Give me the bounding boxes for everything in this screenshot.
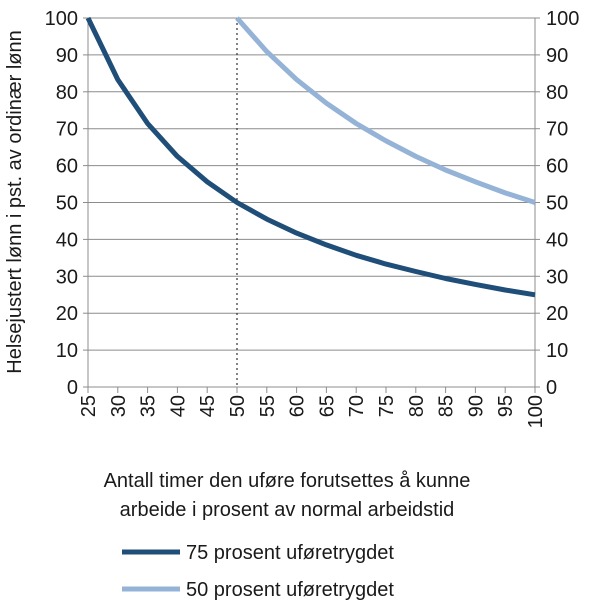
x-tick-label: 85	[436, 395, 458, 417]
y-tick-label-left: 100	[45, 8, 78, 30]
y-tick-label-left: 60	[56, 156, 78, 178]
y-axis-label: Helsejustert lønn i pst. av ordinær lønn	[4, 30, 26, 373]
y-tick-labels-right: 0 10 20 30 40 50 60 70 80 90 100	[546, 8, 579, 399]
x-tick-label: 30	[108, 395, 130, 417]
y-tick-label-right: 30	[546, 266, 568, 288]
x-tick-label: 70	[346, 395, 368, 417]
y-tick-label-right: 20	[546, 303, 568, 325]
y-tick-label-left: 90	[56, 45, 78, 67]
x-tick-label: 95	[495, 395, 517, 417]
y-tick-label-right: 50	[546, 193, 568, 215]
x-tick-labels: 25 30 35 40 45 50 55 60 65 70 75 80 85 90 95 100	[78, 395, 547, 428]
y-tick-label-right: 10	[546, 340, 568, 362]
legend-label-75: 75 prosent uføretrygdet	[186, 542, 394, 564]
y-tick-label-left: 20	[56, 303, 78, 325]
y-tick-label-left: 10	[56, 340, 78, 362]
series-line-1	[235, 16, 536, 205]
x-tick-label: 60	[287, 395, 309, 417]
x-tick-label: 25	[78, 395, 100, 417]
y-tick-label-left: 40	[56, 229, 78, 251]
x-tick-label: 75	[376, 395, 398, 417]
y-tick-label-right: 70	[546, 119, 568, 141]
x-tick-label: 90	[465, 395, 487, 417]
y-tick-label-left: 80	[56, 82, 78, 104]
series-lines	[85, 16, 536, 298]
y-tick-label-left: 0	[67, 377, 78, 399]
x-axis-label-line-1: Antall timer den uføre forutsettes å kun…	[104, 470, 471, 492]
x-tick-label: 45	[197, 395, 219, 417]
series-line-0	[85, 16, 536, 298]
x-tick-label: 65	[316, 395, 338, 417]
x-axis-label-line-2: arbeide i prosent av normal arbeidstid	[120, 499, 455, 521]
axes	[83, 17, 540, 393]
y-tick-label-right: 60	[546, 156, 568, 178]
x-tick-label: 55	[257, 395, 279, 417]
y-tick-label-right: 40	[546, 229, 568, 251]
y-tick-label-left: 70	[56, 119, 78, 141]
y-tick-label-left: 30	[56, 266, 78, 288]
gridlines	[88, 17, 535, 388]
legend-label-50: 50 prosent uføretrygdet	[186, 579, 394, 601]
y-tick-label-right: 80	[546, 82, 568, 104]
y-tick-label-right: 90	[546, 45, 568, 67]
legend: 75 prosent uføretrygdet 50 prosent uføre…	[122, 542, 394, 601]
y-tick-label-left: 50	[56, 193, 78, 215]
x-tick-label: 100	[525, 395, 547, 428]
x-tick-label: 50	[227, 395, 249, 417]
y-tick-labels-left: 0 10 20 30 40 50 60 70 80 90 100	[45, 8, 78, 399]
x-tick-label: 80	[406, 395, 428, 417]
x-tick-label: 35	[138, 395, 160, 417]
x-tick-label: 40	[167, 395, 189, 417]
y-tick-label-right: 100	[546, 8, 579, 30]
y-tick-label-right: 0	[546, 377, 557, 399]
